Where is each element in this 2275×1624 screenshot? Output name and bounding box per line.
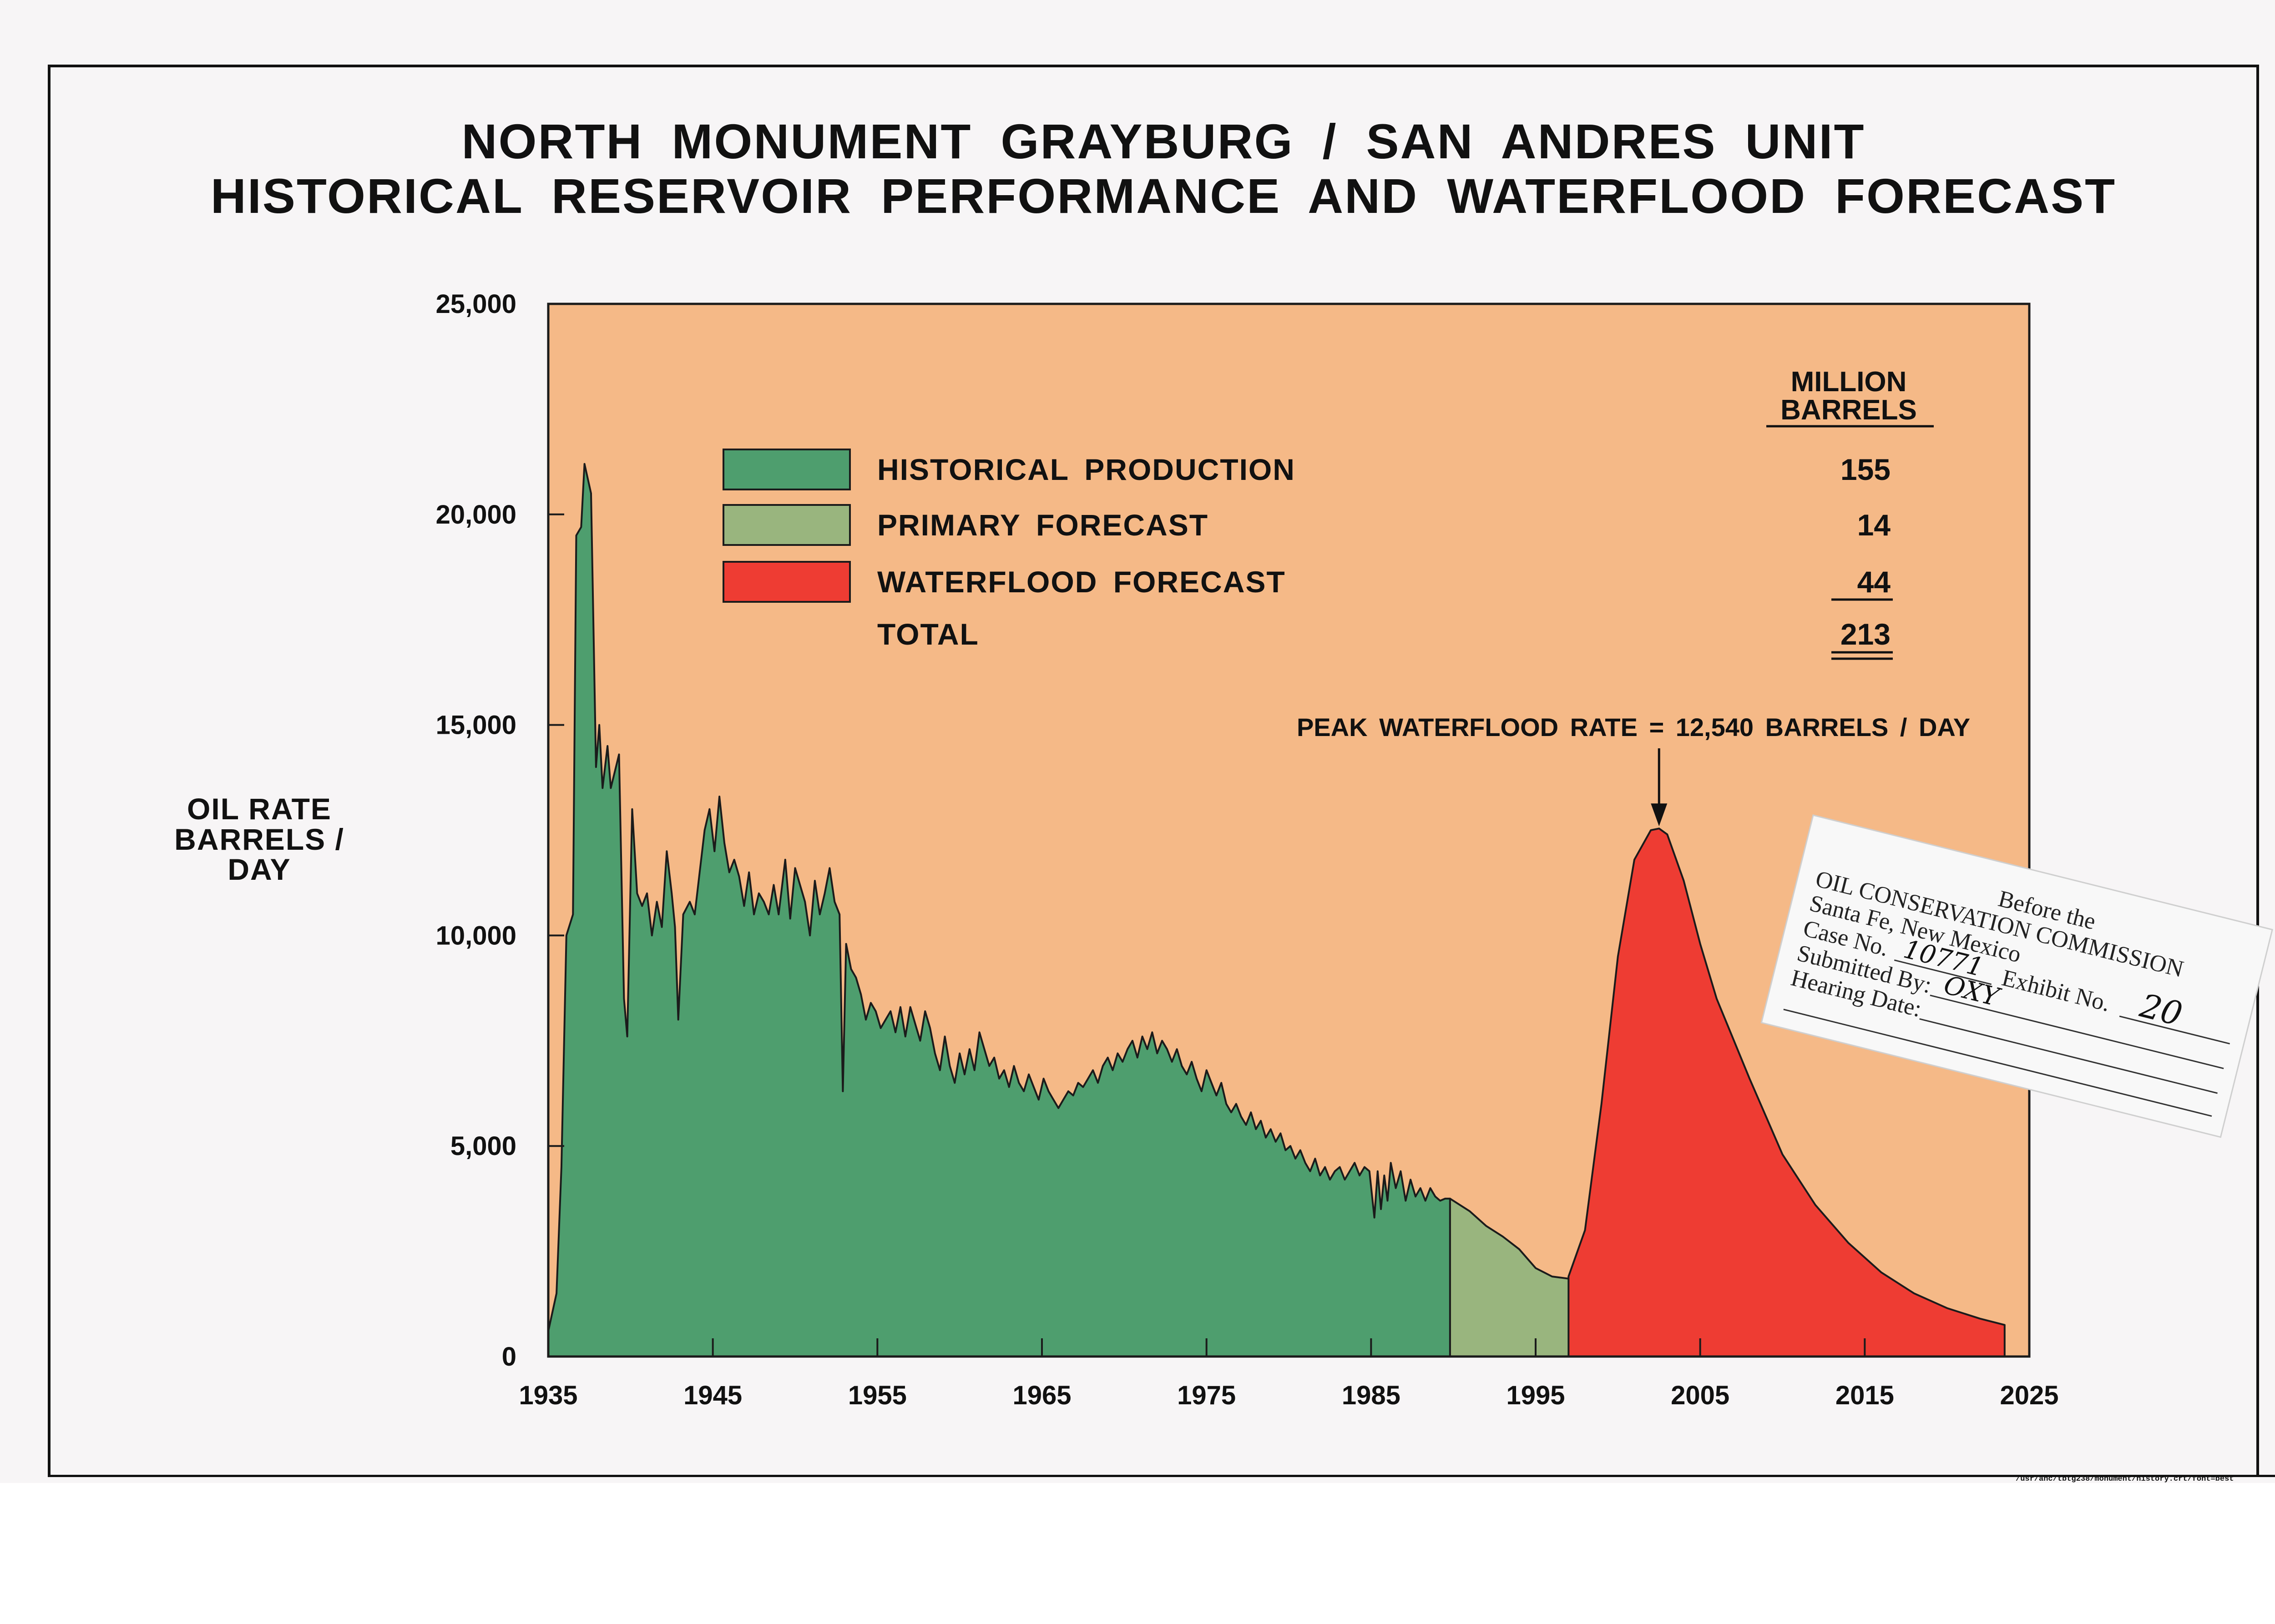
legend-swatch [723,449,851,490]
y-tick-label: 20,000 [436,500,516,530]
annotation-arrow-head [1651,803,1668,827]
area-series-3 [1567,827,2006,1357]
x-tick-label: 1995 [1506,1381,1565,1410]
x-tick-label: 1935 [519,1381,577,1410]
x-tick-label: 1965 [1012,1381,1071,1410]
stamp-hearing-line [1919,1018,2218,1094]
file-path-note: /usr/ahc/tbtg238/monument/history.crt/fo… [2016,1475,2234,1483]
x-tick-label: 1975 [1177,1381,1236,1410]
y-axis-label-line-1: OIL RATE [187,792,332,826]
legend-label: HISTORICAL PRODUCTION [877,453,1295,486]
annotation-text: PEAK WATERFLOOD RATE = 12,540 BARRELS / … [1297,713,1970,741]
exhibit-stamp: Before the OIL CONSERVATION COMMISSION S… [1760,814,2273,1138]
legend-swatch [723,561,851,603]
x-tick-label: 2005 [1671,1381,1729,1410]
peak-annotation: PEAK WATERFLOOD RATE = 12,540 BARRELS / … [1297,713,1970,827]
y-tick-label: 10,000 [436,921,516,950]
x-tick-label: 1985 [1342,1381,1400,1410]
legend-value: 44 [1857,565,1891,599]
stamp-submitted-line [1930,994,2224,1069]
plot-frame [547,303,2031,1358]
x-tick-label: 1955 [848,1381,907,1410]
legend-swatch [723,504,851,546]
legend-header-line: MILLION [1791,366,1907,398]
y-tick-label: 25,000 [436,289,516,319]
y-tick-label: 15,000 [436,711,516,740]
legend-label: PRIMARY FORECAST [877,508,1208,542]
area-series-1 [547,463,1451,1357]
x-tick-label: 2025 [2000,1381,2058,1410]
y-tick-label: 5,000 [450,1131,516,1161]
title-line-1: NORTH MONUMENT GRAYBURG / SAN ANDRES UNI… [461,114,1866,169]
stamp-extra-line [1783,1009,2212,1117]
x-tick-label: 2015 [1835,1381,1894,1410]
page-frame-bottom [48,1475,2275,1477]
y-axis: 0 5,000 10,000 15,000 20,000 25,000 [436,289,564,1372]
legend-label: TOTAL [877,617,979,651]
y-tick-label: 0 [502,1342,516,1372]
legend-header-line: BARRELS [1780,394,1917,426]
stamp-exhibit-line [2119,1015,2230,1044]
x-tick-label: 1945 [683,1381,742,1410]
legend-label: WATERFLOOD FORECAST [877,565,1286,599]
x-axis: 1935 1945 1955 1965 1975 1985 1995 2005 2015 2025 [519,1338,2059,1410]
legend-value: 213 [1840,617,1891,651]
stamp-case-line [1894,959,1992,985]
stamp-card [1760,814,2273,1138]
legend-value: 155 [1840,453,1891,486]
page-frame [48,65,2259,1477]
legend-value: 14 [1857,508,1891,542]
area-layer [547,463,2006,1357]
y-axis-label-line-2: BARRELS / DAY [174,822,344,886]
title-line-2: HISTORICAL RESERVOIR PERFORMANCE AND WAT… [210,168,2117,223]
